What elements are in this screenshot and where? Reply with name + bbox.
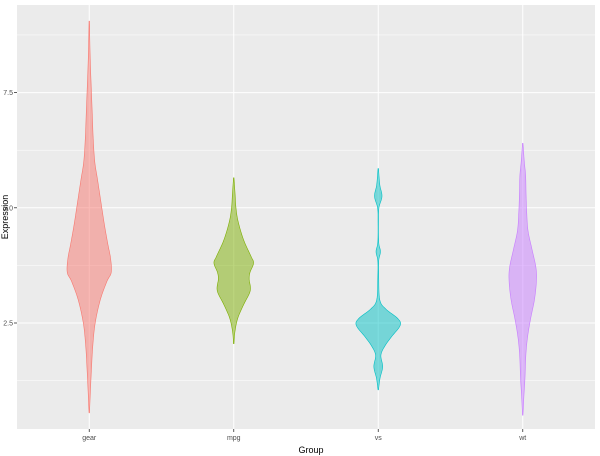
violin-mpg — [213, 177, 254, 345]
y-axis-title: Expression — [0, 195, 10, 240]
x-tick-label: gear — [82, 435, 97, 442]
violin-gear — [66, 20, 112, 414]
y-tick-label: 2.5 — [3, 321, 13, 328]
violin-vs — [355, 168, 401, 391]
violin-wt — [508, 142, 537, 416]
y-tick-label: 7.5 — [3, 90, 13, 97]
x-axis-title: Group — [298, 445, 323, 455]
x-tick-label: vs — [375, 435, 383, 442]
violins — [66, 20, 537, 416]
panel-background — [17, 5, 595, 429]
x-tick-label: wt — [518, 435, 526, 442]
axes: 2.5 5.0 7.5 gear mpg vs wt — [3, 90, 526, 442]
x-tick-label: mpg — [227, 435, 241, 442]
y-tick-label: 5.0 — [3, 205, 13, 212]
